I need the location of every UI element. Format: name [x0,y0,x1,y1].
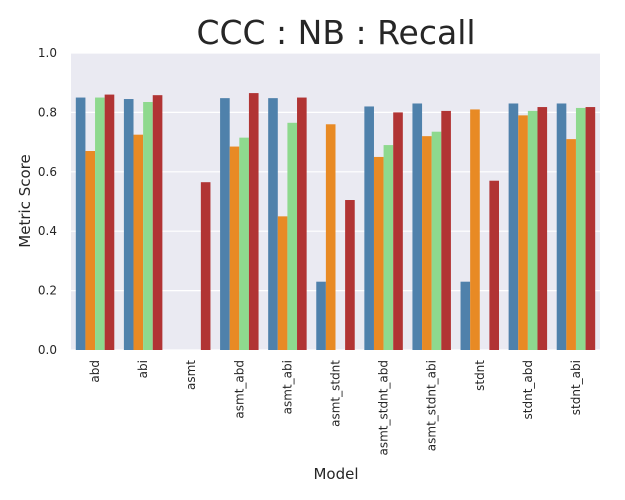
bar-abi-series-3 [143,102,153,350]
bar-stdnt_abi-series-4 [585,107,596,350]
bar-stdnt-series-2 [470,109,480,351]
bar-asmt_abi-series-4 [297,97,307,350]
bar-asmt_abi-series-1 [268,98,278,350]
bar-asmt_stdnt_abi-series-1 [412,103,423,351]
bar-stdnt_abd-series-3 [527,110,538,350]
bar-asmt_stdnt-series-4 [345,200,355,350]
bar-asmt_stdnt_abi-series-2 [422,136,432,350]
bar-asmt_abi-series-3 [287,122,298,350]
bar-abi-series-4 [152,95,163,350]
y-tick-label: 0.8 [38,105,57,119]
y-tick-labels: 0.0 0.2 0.4 0.6 0.8 1.0 [38,46,57,357]
bar-stdnt_abd-series-1 [508,103,519,351]
bar-asmt_stdnt_abd-series-3 [383,145,394,350]
x-tick-label: stdnt_abd [521,360,535,419]
x-tick-label: asmt_abi [280,360,294,414]
bar-stdnt-series-1 [460,281,471,350]
bar-stdnt_abd-series-4 [537,107,548,350]
bar-asmt_stdnt_abd-series-1 [364,106,374,351]
bar-asmt_stdnt_abd-series-2 [373,156,384,350]
x-tick-label: asmt_stdnt [329,360,343,427]
x-tick-label: asmt_stdnt_abi [425,360,439,451]
bar-asmt_stdnt-series-1 [316,281,326,350]
x-tick-label: asmt [184,360,198,390]
x-tick-label: stdnt [473,360,487,391]
y-tick-label: 0.4 [38,224,57,238]
bar-stdnt_abi-series-1 [556,103,567,351]
x-tick-label: stdnt_abi [569,360,583,415]
bars [75,93,596,351]
bar-abd-series-3 [95,97,105,350]
x-tick-label: abd [88,360,102,383]
x-tick-labels: abd abi asmt asmt_abd asmt_abi asmt_stdnt asmt… [88,360,583,456]
bar-asmt_abd-series-4 [248,93,259,350]
bar-stdnt_abi-series-2 [566,139,576,350]
bar-asmt_abd-series-1 [220,98,230,350]
bar-abi-series-2 [133,134,144,350]
y-axis-label: Metric Score [16,154,34,247]
bar-asmt_abd-series-2 [229,146,240,350]
x-tick-label: asmt_stdnt_abd [377,360,391,455]
y-tick-label: 0.0 [38,343,57,357]
y-tick-label: 0.6 [38,165,57,179]
bar-abi-series-1 [123,99,134,350]
bar-abd-series-1 [75,97,86,350]
y-tick-label: 1.0 [38,46,57,60]
y-tick-label: 0.2 [38,284,57,298]
bar-asmt_stdnt-series-2 [325,124,336,350]
bar-stdnt-series-4 [489,180,500,350]
x-tick-label: asmt_abd [232,360,246,419]
chart-title: CCC : NB : Recall [196,13,475,52]
bar-stdnt_abi-series-3 [575,107,586,350]
bar-abd-series-2 [85,151,96,350]
bar-stdnt_abd-series-2 [518,115,528,351]
bar-asmt_stdnt_abd-series-4 [393,112,403,351]
bar-asmt-series-4 [200,182,211,350]
bar-asmt_stdnt_abi-series-3 [431,131,442,350]
x-axis-label: Model [313,465,358,483]
bar-asmt_stdnt_abi-series-4 [441,110,451,350]
x-tick-label: abi [136,360,150,378]
bar-abd-series-4 [104,94,115,350]
bar-asmt_abd-series-3 [239,137,249,350]
bar-asmt_abi-series-2 [277,216,288,350]
